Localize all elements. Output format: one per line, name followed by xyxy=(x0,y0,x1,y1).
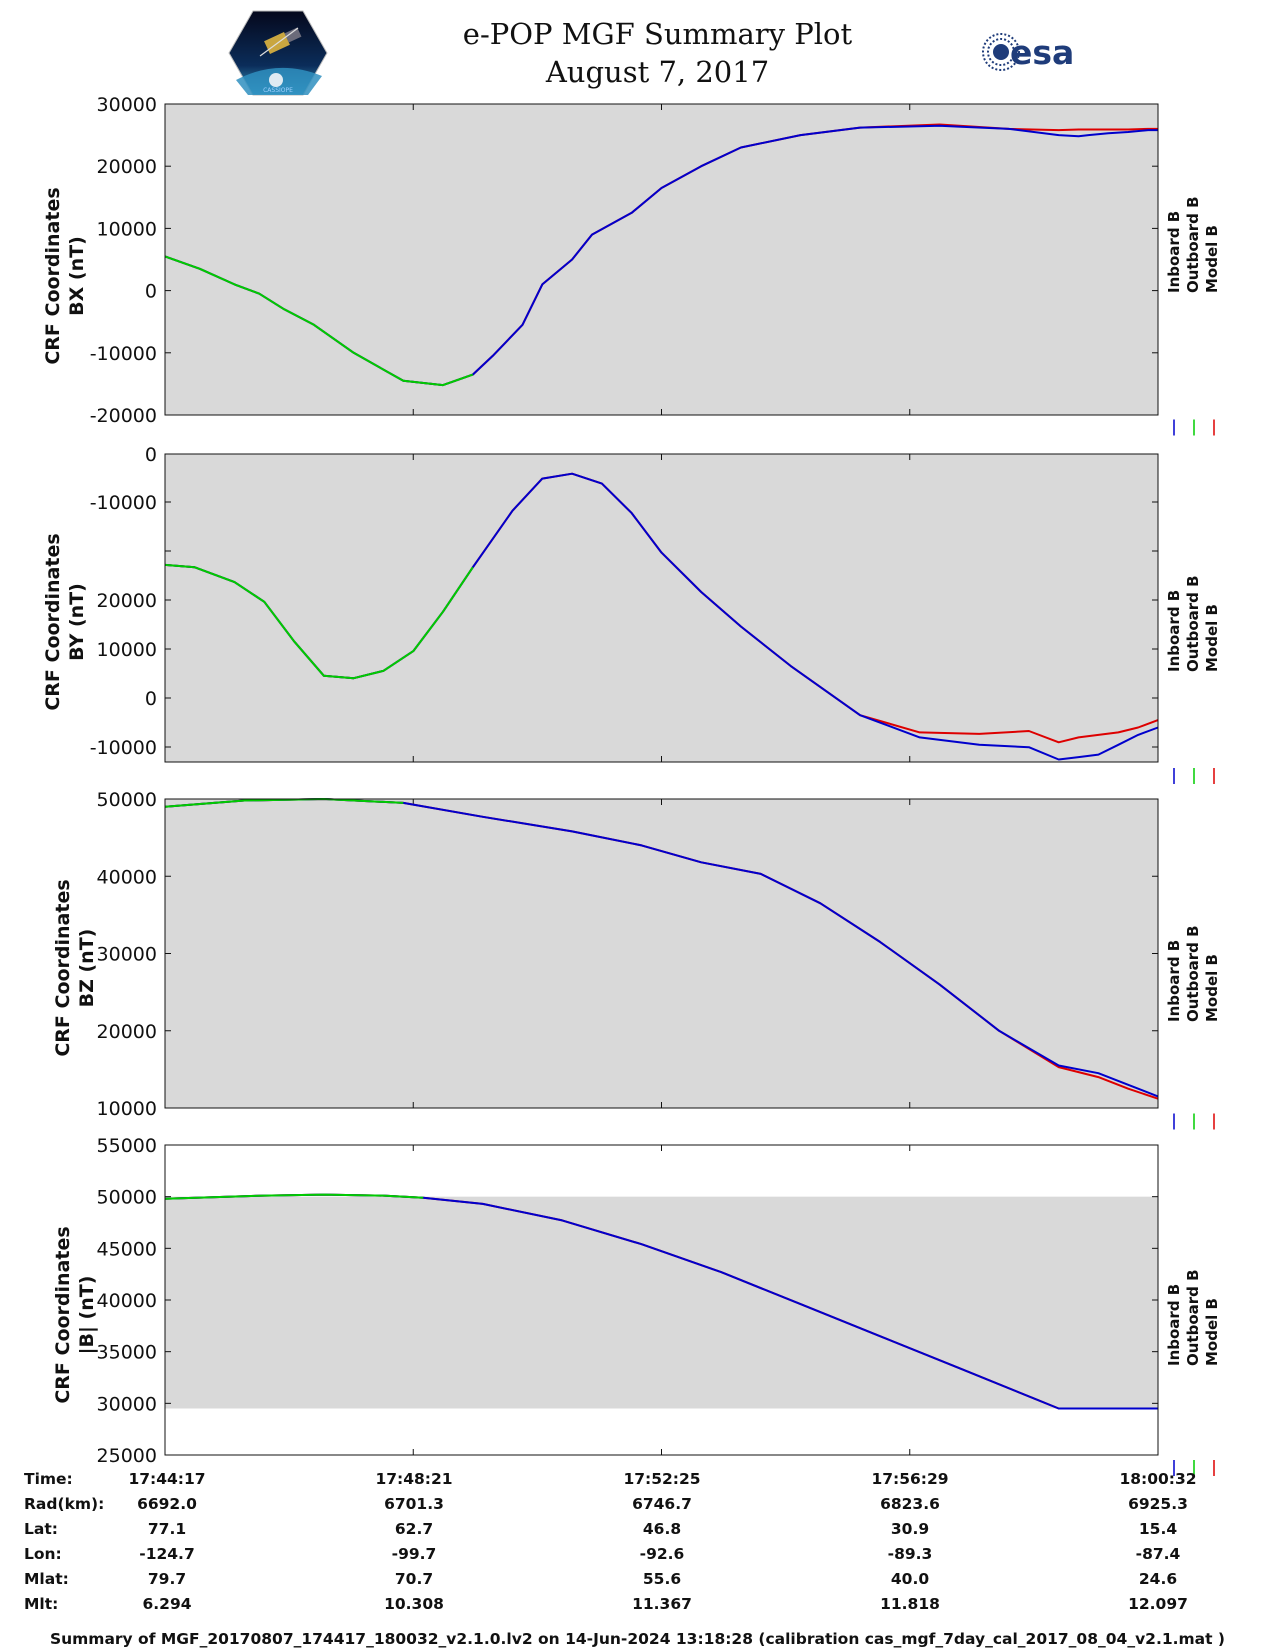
outboard-b-line xyxy=(164,798,404,808)
y-tick-label: 10000 xyxy=(97,218,157,240)
y-tick-label: 0 xyxy=(145,281,157,303)
table-cell: 17:48:21 xyxy=(375,1470,453,1488)
y-tick-label: 50000 xyxy=(97,1187,157,1209)
table-cell: -89.3 xyxy=(887,1545,933,1563)
table-row-label: Mlat: xyxy=(24,1570,69,1588)
bz-legend: Inboard B Outboard B Model B xyxy=(1165,925,1221,1022)
orbit-table: Time: Rad(km): Lat: Lon: Mlat: Mlt: 17:4… xyxy=(0,1470,1275,1620)
table-cell: 17:44:17 xyxy=(128,1470,206,1488)
by-ylabel: CRF Coordinates BY (nT) xyxy=(42,533,88,711)
svg-text:esa: esa xyxy=(1010,33,1074,72)
y-tick-label: 40000 xyxy=(97,866,157,888)
outboard-b-line xyxy=(164,1193,424,1200)
y-tick-label: 40000 xyxy=(97,1290,157,1312)
table-cell: -99.7 xyxy=(391,1545,437,1563)
table-cell: 62.7 xyxy=(394,1520,434,1538)
y-tick-label: 30000 xyxy=(97,1393,157,1415)
y-tick-label: 10000 xyxy=(97,639,157,661)
table-cell: 6746.7 xyxy=(632,1495,692,1513)
table-cell: 30.9 xyxy=(890,1520,930,1538)
y-tick-label: -20000 xyxy=(90,405,157,427)
table-row-label: Mlt: xyxy=(24,1595,59,1613)
table-cell: 15.4 xyxy=(1138,1520,1178,1538)
table-cell: 46.8 xyxy=(642,1520,682,1538)
bx-legend: Inboard B Outboard B Model B xyxy=(1165,196,1221,293)
b-magnitude-ylabel: CRF Coordinates |B| (nT) xyxy=(52,1226,98,1404)
plot-area xyxy=(165,799,1158,1108)
y-tick-label: -10000 xyxy=(90,343,157,365)
table-cell: -124.7 xyxy=(139,1545,195,1563)
y-tick-label: 45000 xyxy=(97,1238,157,1260)
plot-area xyxy=(165,104,1158,415)
plot-frame xyxy=(164,453,1159,763)
table-cell: 17:52:25 xyxy=(623,1470,701,1488)
table-cell: 70.7 xyxy=(394,1570,434,1588)
table-row-label: Rad(km): xyxy=(24,1495,105,1513)
plot-frame xyxy=(164,103,1159,416)
y-tick-label: 0 xyxy=(145,444,157,466)
y-tick-label: 30000 xyxy=(97,94,157,116)
footer-caption: Summary of MGF_20170807_174417_180032_v2… xyxy=(49,1630,1226,1648)
y-tick-label: 0 xyxy=(145,688,157,710)
table-cell: 17:56:29 xyxy=(871,1470,949,1488)
chart-date: August 7, 2017 xyxy=(545,55,770,89)
table-cell: 24.6 xyxy=(1138,1570,1178,1588)
table-row-label: Lat: xyxy=(24,1520,58,1538)
table-cell: 55.6 xyxy=(642,1570,682,1588)
y-tick-label: -10000 xyxy=(90,492,157,514)
plot-frame xyxy=(164,1144,1159,1456)
table-cell: 6692.0 xyxy=(137,1495,197,1513)
y-tick-label: 55000 xyxy=(97,1135,157,1157)
svg-text:CASSIOPE: CASSIOPE xyxy=(263,87,293,94)
table-cell: 10.308 xyxy=(384,1595,444,1613)
table-cell: 6925.3 xyxy=(1128,1495,1188,1513)
bz-ylabel: CRF Coordinates BZ (nT) xyxy=(52,879,98,1057)
shaded-range xyxy=(165,1196,1158,1409)
y-tick-label: 10000 xyxy=(97,1098,157,1120)
table-cell: 12.097 xyxy=(1128,1595,1188,1613)
table-cell: 11.818 xyxy=(880,1595,940,1613)
y-tick-label: 20000 xyxy=(97,156,157,178)
b-magnitude-legend: Inboard B Outboard B Model B xyxy=(1165,1269,1221,1366)
plot-area xyxy=(165,454,1158,762)
plot-frame xyxy=(164,798,1159,1109)
table-cell: 6701.3 xyxy=(384,1495,444,1513)
esa-logo: esa xyxy=(982,33,1074,72)
table-cell: 40.0 xyxy=(890,1570,930,1588)
table-cell: 79.7 xyxy=(147,1570,187,1588)
y-tick-label: -10000 xyxy=(90,737,157,759)
y-tick-label: 35000 xyxy=(97,1342,157,1364)
table-cell: 77.1 xyxy=(147,1520,187,1538)
chart-title: e-POP MGF Summary Plot xyxy=(462,17,853,51)
table-cell: 18:00:32 xyxy=(1119,1470,1197,1488)
table-cell: -92.6 xyxy=(639,1545,685,1563)
y-tick-label: 20000 xyxy=(97,590,157,612)
cassiope-logo: CASSIOPE xyxy=(228,10,328,96)
table-cell: 6823.6 xyxy=(880,1495,940,1513)
bx-ylabel: CRF Coordinates BX (nT) xyxy=(42,187,88,365)
outboard-b-line xyxy=(164,255,474,387)
table-cell: -87.4 xyxy=(1135,1545,1181,1563)
y-tick-label: 20000 xyxy=(97,1021,157,1043)
y-tick-label: 30000 xyxy=(97,944,157,966)
y-tick-label: 25000 xyxy=(97,1445,157,1467)
outboard-b-line xyxy=(164,563,474,680)
table-row-label: Time: xyxy=(24,1470,73,1488)
by-legend: Inboard B Outboard B Model B xyxy=(1165,575,1221,672)
table-cell: 6.294 xyxy=(142,1595,192,1613)
y-tick-label: 50000 xyxy=(97,789,157,811)
table-row-label: Lon: xyxy=(24,1545,62,1563)
table-cell: 11.367 xyxy=(632,1595,692,1613)
